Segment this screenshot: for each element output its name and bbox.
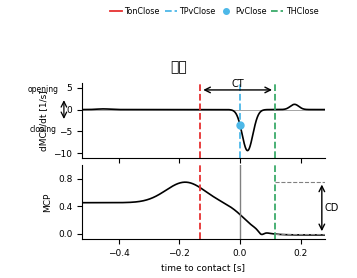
Text: CT: CT (231, 79, 244, 89)
Y-axis label: MCP: MCP (44, 192, 52, 212)
Legend: TonClose, TPvClose, PvClose, THClose: TonClose, TPvClose, PvClose, THClose (107, 4, 322, 19)
Text: opening: opening (27, 85, 58, 94)
Text: CD: CD (325, 203, 339, 213)
Text: closing: closing (29, 125, 56, 134)
X-axis label: time to contact [s]: time to contact [s] (161, 263, 246, 272)
Text: 🤜🤛: 🤜🤛 (170, 60, 187, 74)
Y-axis label: dMCP/dt [1/s]: dMCP/dt [1/s] (39, 90, 48, 151)
